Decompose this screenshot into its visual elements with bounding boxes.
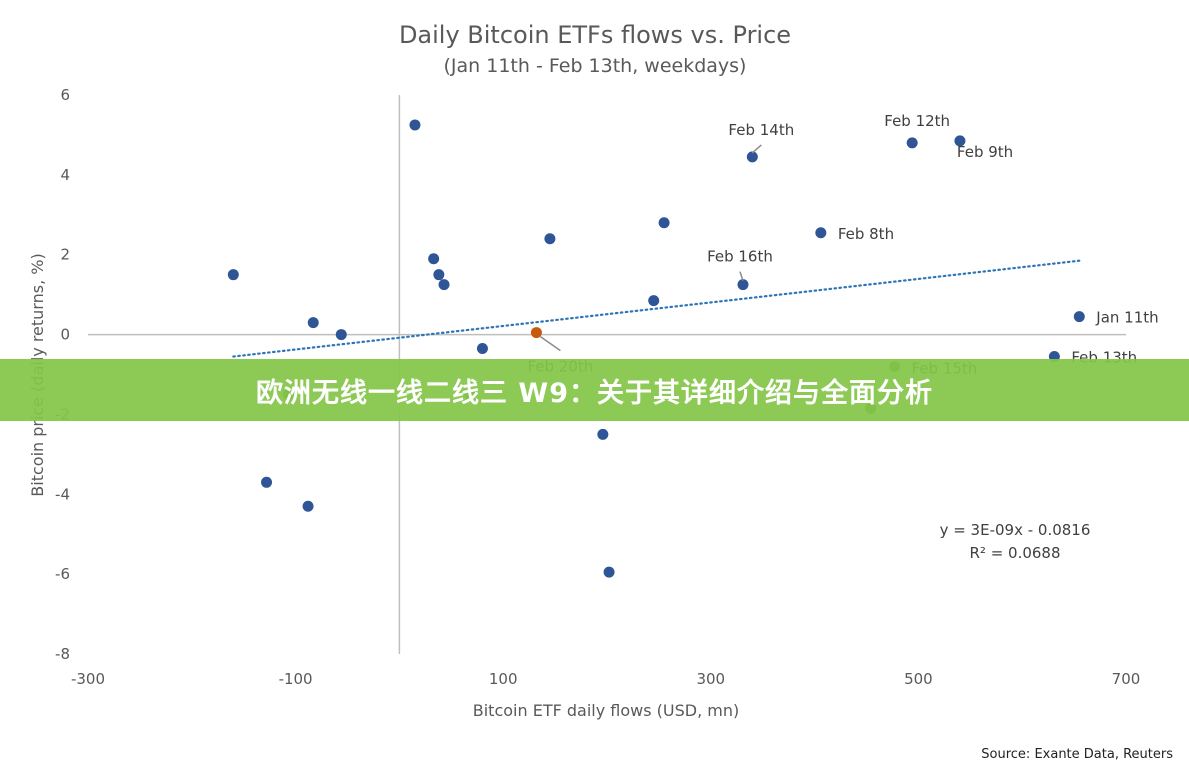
data-point <box>658 217 670 229</box>
y-tick-label: -6 <box>55 565 70 583</box>
data-point <box>302 500 314 512</box>
trendline <box>232 259 1081 358</box>
r-squared: R² = 0.0688 <box>969 544 1060 562</box>
point-label: Feb 16th <box>707 248 773 266</box>
data-point <box>746 151 758 163</box>
x-tick-label: -300 <box>71 670 105 688</box>
data-point <box>335 329 347 341</box>
y-tick-label: -8 <box>55 645 70 663</box>
data-point <box>307 317 319 329</box>
data-point <box>1073 311 1085 323</box>
data-point <box>544 233 556 245</box>
banner-text: 欧洲无线一线二线三 W9：关于其详细介绍与全面分析 <box>256 377 933 409</box>
y-tick-label: 2 <box>60 246 70 264</box>
x-tick-label: 300 <box>696 670 725 688</box>
data-point <box>433 269 445 281</box>
point-label: Jan 11th <box>1095 309 1158 327</box>
point-label: Feb 8th <box>838 225 894 243</box>
y-tick-label: 0 <box>60 326 70 344</box>
chart-subtitle: (Jan 11th - Feb 13th, weekdays) <box>444 55 747 77</box>
data-point <box>261 476 273 488</box>
data-point <box>815 227 827 239</box>
label-leader <box>539 335 561 352</box>
data-point <box>648 295 660 307</box>
x-tick-label: -100 <box>279 670 313 688</box>
y-tick-label: -4 <box>55 485 70 503</box>
data-point <box>409 119 421 131</box>
x-tick-label: 100 <box>489 670 518 688</box>
data-point <box>603 566 615 578</box>
point-label: Feb 9th <box>957 143 1013 161</box>
x-tick-label: 500 <box>904 670 933 688</box>
data-point <box>737 279 749 291</box>
data-point <box>227 269 239 281</box>
chart-title: Daily Bitcoin ETFs flows vs. Price <box>399 21 791 49</box>
source-note: Source: Exante Data, Reuters <box>981 747 1173 762</box>
data-point <box>530 327 542 339</box>
point-label: Feb 14th <box>728 121 794 139</box>
point-label: Feb 12th <box>884 112 950 130</box>
x-tick-label: 700 <box>1112 670 1141 688</box>
overlay-banner: 欧洲无线一线二线三 W9：关于其详细介绍与全面分析 <box>0 359 1189 421</box>
x-axis-label: Bitcoin ETF daily flows (USD, mn) <box>473 701 739 720</box>
data-point <box>428 253 440 265</box>
trend-equation: y = 3E-09x - 0.0816 <box>940 521 1091 539</box>
data-point <box>906 137 918 149</box>
label-leader <box>751 144 762 154</box>
label-leader <box>739 271 744 281</box>
y-tick-label: 6 <box>60 86 70 104</box>
data-point <box>476 343 488 355</box>
y-tick-label: 4 <box>60 166 70 184</box>
data-point <box>438 279 450 291</box>
trend-line <box>232 259 1081 358</box>
data-point <box>954 135 966 147</box>
data-point <box>597 428 609 440</box>
